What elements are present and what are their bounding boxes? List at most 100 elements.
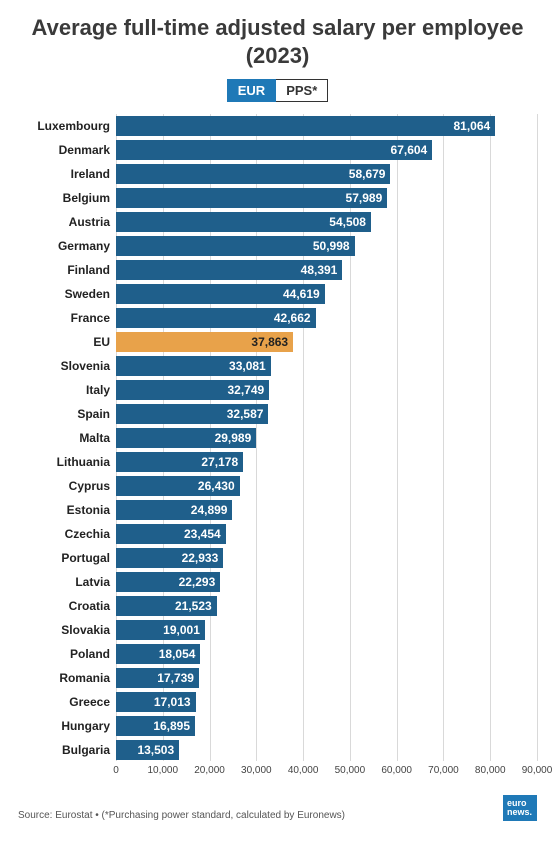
bar-value: 50,998 <box>313 239 350 253</box>
bar: 50,998 <box>116 236 355 256</box>
bar-value: 32,587 <box>227 407 264 421</box>
bar-highlight: 37,863 <box>116 332 293 352</box>
tab-eur[interactable]: EUR <box>227 79 276 102</box>
country-label: Lithuania <box>18 455 116 469</box>
bar: 44,619 <box>116 284 325 304</box>
bar: 48,391 <box>116 260 342 280</box>
bar-row: Bulgaria13,503 <box>18 738 537 761</box>
bar-value: 37,863 <box>251 335 288 349</box>
bar: 18,054 <box>116 644 200 664</box>
tab-pps[interactable]: PPS* <box>276 79 328 102</box>
bar-row: Slovakia 19,001 <box>18 618 537 641</box>
bar-track: 42,662 <box>116 308 537 328</box>
country-label: Portugal <box>18 551 116 565</box>
country-label: Germany <box>18 239 116 253</box>
country-label: Luxembourg <box>18 119 116 133</box>
country-label: Finland <box>18 263 116 277</box>
bar: 16,895 <box>116 716 195 736</box>
bar: 13,503 <box>116 740 179 760</box>
bar-value: 16,895 <box>153 719 190 733</box>
bar-track: 23,454 <box>116 524 537 544</box>
x-tick: 30,000 <box>241 765 272 776</box>
bar-track: 21,523 <box>116 596 537 616</box>
bar-track: 26,430 <box>116 476 537 496</box>
bar-row: Finland48,391 <box>18 258 537 281</box>
x-tick: 40,000 <box>288 765 319 776</box>
bar-row: Lithuania 27,178 <box>18 450 537 473</box>
bar-row: EU 37,863 <box>18 330 537 353</box>
chart-footer: Source: Eurostat • (*Purchasing power st… <box>18 795 537 821</box>
x-tick: 10,000 <box>147 765 178 776</box>
bar-track: 58,679 <box>116 164 537 184</box>
country-label: Sweden <box>18 287 116 301</box>
bar-track: 81,064 <box>116 116 537 136</box>
country-label: Denmark <box>18 143 116 157</box>
source-text: Source: Eurostat • (*Purchasing power st… <box>18 810 345 821</box>
bar-track: 44,619 <box>116 284 537 304</box>
bar: 22,293 <box>116 572 220 592</box>
bar-value: 67,604 <box>391 143 428 157</box>
unit-tabs: EUR PPS* <box>18 79 537 102</box>
x-tick: 80,000 <box>475 765 506 776</box>
bar-value: 27,178 <box>201 455 238 469</box>
bar: 26,430 <box>116 476 240 496</box>
country-label: EU <box>18 335 116 349</box>
bar-track: 27,178 <box>116 452 537 472</box>
bar-value: 29,989 <box>215 431 252 445</box>
country-label: Austria <box>18 215 116 229</box>
bar-track: 22,293 <box>116 572 537 592</box>
bar-track: 29,989 <box>116 428 537 448</box>
bar-value: 58,679 <box>349 167 386 181</box>
bar-row: Croatia 21,523 <box>18 594 537 617</box>
bar-value: 19,001 <box>163 623 200 637</box>
bar-track: 32,587 <box>116 404 537 424</box>
country-label: Belgium <box>18 191 116 205</box>
country-label: France <box>18 311 116 325</box>
bar: 21,523 <box>116 596 217 616</box>
bar-value: 22,933 <box>182 551 219 565</box>
country-label: Slovenia <box>18 359 116 373</box>
bar: 17,739 <box>116 668 199 688</box>
bar-row: Romania17,739 <box>18 666 537 689</box>
bar-row: Sweden44,619 <box>18 282 537 305</box>
logo-line2: news. <box>507 807 532 817</box>
bar-track: 17,013 <box>116 692 537 712</box>
bar: 24,899 <box>116 500 232 520</box>
country-label: Croatia <box>18 599 116 613</box>
bar-value: 17,013 <box>154 695 191 709</box>
bar-value: 81,064 <box>453 119 490 133</box>
country-label: Poland <box>18 647 116 661</box>
bar: 33,081 <box>116 356 271 376</box>
bar-row: Denmark 67,604 <box>18 138 537 161</box>
bar-row: Latvia22,293 <box>18 570 537 593</box>
bar-track: 18,054 <box>116 644 537 664</box>
bar-track: 19,001 <box>116 620 537 640</box>
country-label: Slovakia <box>18 623 116 637</box>
country-label: Malta <box>18 431 116 445</box>
bar-chart: Luxembourg81,064Denmark67,604Ireland58,6… <box>18 114 537 781</box>
bar-row: Greece17,013 <box>18 690 537 713</box>
bar-track: 37,863 <box>116 332 537 352</box>
country-label: Czechia <box>18 527 116 541</box>
x-tick: 60,000 <box>381 765 412 776</box>
bar-value: 42,662 <box>274 311 311 325</box>
bar-value: 33,081 <box>229 359 266 373</box>
bar-value: 32,749 <box>227 383 264 397</box>
bar: 32,749 <box>116 380 269 400</box>
bar-track: 33,081 <box>116 356 537 376</box>
bar-row: France 42,662 <box>18 306 537 329</box>
bar-value: 21,523 <box>175 599 212 613</box>
bar-row: Luxembourg 81,064 <box>18 114 537 137</box>
bar-value: 26,430 <box>198 479 235 493</box>
bar-value: 17,739 <box>157 671 194 685</box>
bar-row: Slovenia 33,081 <box>18 354 537 377</box>
bar-row: Czechia23,454 <box>18 522 537 545</box>
bar-row: Hungary16,895 <box>18 714 537 737</box>
grid-line <box>537 114 538 761</box>
bar: 58,679 <box>116 164 390 184</box>
bar: 22,933 <box>116 548 223 568</box>
bar-value: 57,989 <box>346 191 383 205</box>
bar: 54,508 <box>116 212 371 232</box>
bar-row: Belgium 57,989 <box>18 186 537 209</box>
euronews-logo: euro news. <box>503 795 537 821</box>
